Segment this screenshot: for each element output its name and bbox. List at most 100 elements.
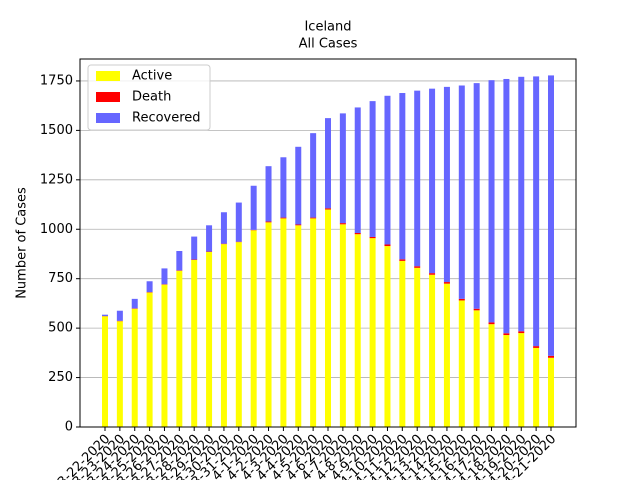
- bar-segment: [488, 80, 495, 323]
- bar-segment: [369, 236, 376, 239]
- y-tick-label: 1250: [40, 172, 73, 187]
- bar-segment: [220, 244, 227, 427]
- bar-segment: [518, 331, 525, 334]
- bar-segment: [473, 310, 480, 427]
- legend: Active Death Recovered: [87, 64, 211, 131]
- bar-segment: [503, 335, 510, 427]
- bar-segment: [548, 357, 554, 427]
- legend-label: Active: [132, 69, 172, 84]
- chart-subtitle: All Cases: [299, 37, 358, 52]
- bar-segment: [503, 78, 510, 334]
- legend-label: Recovered: [132, 111, 201, 126]
- plot-frame: [79, 58, 577, 428]
- bar-segment: [176, 270, 183, 427]
- bar-segment: [131, 298, 138, 309]
- bar-segment: [414, 266, 421, 268]
- bar-segment: [206, 225, 213, 252]
- y-tick-label: 250: [48, 370, 73, 385]
- bar-segment: [369, 238, 376, 427]
- bar-segment: [429, 88, 436, 274]
- bar-segment: [176, 251, 183, 271]
- bar-segment: [339, 223, 346, 225]
- bar-segment: [191, 236, 198, 260]
- bar-segment: [250, 230, 257, 427]
- bar-segment: [458, 300, 465, 427]
- bar-segment: [265, 166, 272, 222]
- bar-segment: [533, 76, 540, 347]
- bar-segment: [310, 218, 317, 427]
- y-tick-label: 0: [65, 420, 73, 435]
- bar-segment: [235, 242, 242, 427]
- y-tick-label: 750: [48, 271, 73, 286]
- bar-segment: [399, 260, 406, 427]
- legend-swatch: [96, 71, 120, 81]
- bar-segment: [206, 251, 213, 427]
- bar-segment: [339, 113, 346, 224]
- bar-segment: [354, 233, 361, 235]
- bar-segment: [503, 333, 510, 336]
- bar-segment: [220, 212, 227, 244]
- bar-segment: [384, 246, 391, 427]
- bar-segment: [429, 274, 436, 427]
- bar-segment: [310, 217, 317, 219]
- legend-swatch: [96, 113, 120, 123]
- bar-segment: [548, 355, 554, 358]
- bar-segment: [399, 259, 406, 261]
- bar-segment: [102, 314, 108, 317]
- bar-segment: [146, 281, 153, 293]
- bar-segment: [518, 333, 525, 427]
- bar-segment: [473, 83, 480, 309]
- bar-segment: [399, 93, 406, 260]
- bar-segment: [488, 324, 495, 427]
- bar-segment: [131, 308, 138, 427]
- y-tick-label: 500: [48, 321, 73, 336]
- bar-segment: [369, 101, 376, 237]
- bar-segment: [518, 76, 525, 332]
- bar-segment: [265, 222, 272, 427]
- bar-segment: [295, 224, 302, 226]
- bar-segment: [265, 221, 272, 223]
- y-tick-label: 1000: [40, 222, 73, 237]
- bar-segment: [310, 133, 317, 218]
- bar-segment: [325, 209, 331, 427]
- bar-segment: [354, 234, 361, 427]
- bar-segment: [280, 218, 287, 427]
- bar-segment: [414, 267, 421, 427]
- bar-segment: [533, 347, 540, 427]
- bar-segment: [161, 284, 168, 427]
- bar-segment: [443, 86, 450, 283]
- bar-segment: [325, 118, 331, 209]
- bar-segment: [443, 282, 450, 284]
- bar-segment: [161, 268, 168, 285]
- bar-segment: [443, 283, 450, 427]
- legend-label: Death: [132, 90, 171, 105]
- y-tick-label: 1500: [40, 123, 73, 138]
- bar-segment: [384, 244, 391, 247]
- bar-segment: [280, 217, 287, 219]
- bar-segment: [533, 346, 540, 348]
- bar-segment: [295, 146, 302, 225]
- bar-segment: [146, 292, 153, 427]
- bar-segment: [458, 85, 465, 299]
- bar-segment: [339, 224, 346, 427]
- bar-segment: [354, 107, 361, 234]
- bar-segment: [488, 322, 495, 325]
- y-axis-label: Number of Cases: [15, 187, 30, 299]
- bar-segment: [116, 321, 123, 427]
- bar-segment: [295, 225, 302, 427]
- legend-swatch: [96, 92, 120, 102]
- bar-segment: [250, 185, 257, 230]
- bar-segment: [325, 208, 331, 210]
- bar-segment: [414, 90, 421, 267]
- bar-segment: [235, 202, 242, 242]
- bar-segment: [429, 273, 436, 275]
- chart-title: Iceland: [304, 20, 351, 35]
- bar-segment: [280, 157, 287, 218]
- bar-segment: [102, 316, 108, 427]
- bar-segment: [191, 259, 198, 427]
- bar-segment: [548, 75, 554, 356]
- bar-segment: [473, 308, 480, 311]
- bar-segment: [458, 298, 465, 301]
- bar-segment: [384, 95, 391, 245]
